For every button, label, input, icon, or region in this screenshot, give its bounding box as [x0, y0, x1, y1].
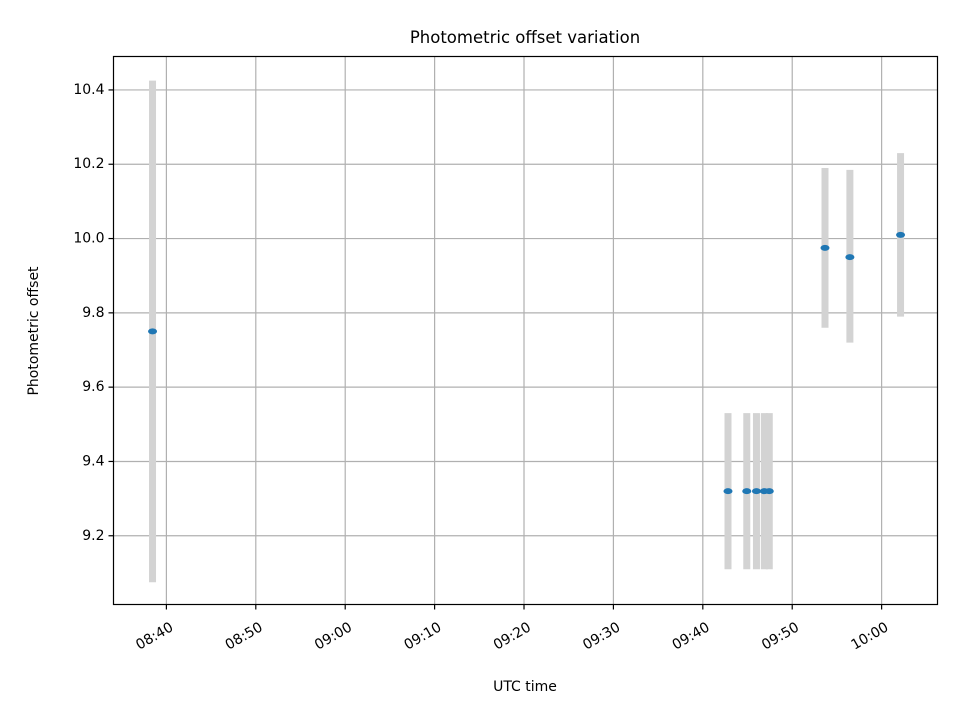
- data-point: [896, 231, 906, 238]
- data-point: [751, 488, 761, 495]
- y-tick-label: 10.0: [73, 231, 104, 247]
- data-point: [845, 254, 855, 261]
- grid: [113, 56, 938, 605]
- data-point: [723, 488, 733, 495]
- y-tick-label: 10.2: [73, 156, 104, 172]
- x-axis-label: UTC time: [493, 679, 557, 695]
- chart-title: Photometric offset variation: [410, 28, 640, 47]
- y-axis-label: Photometric offset: [26, 266, 42, 396]
- y-axis-ticks: 9.2 9.4 9.6 9.8 10.0 10.2 10.4: [73, 82, 114, 544]
- data-point: [148, 328, 158, 335]
- y-tick-label: 9.8: [82, 305, 104, 321]
- y-tick-label: 9.2: [82, 528, 104, 544]
- y-tick-label: 9.6: [82, 379, 104, 395]
- y-tick-label: 9.4: [82, 453, 104, 469]
- data-point: [742, 488, 752, 495]
- data-point: [764, 488, 774, 495]
- plot-frame: [112, 55, 939, 606]
- data-point: [820, 244, 830, 251]
- data-points: [148, 231, 906, 495]
- y-tick-label: 10.4: [73, 82, 104, 98]
